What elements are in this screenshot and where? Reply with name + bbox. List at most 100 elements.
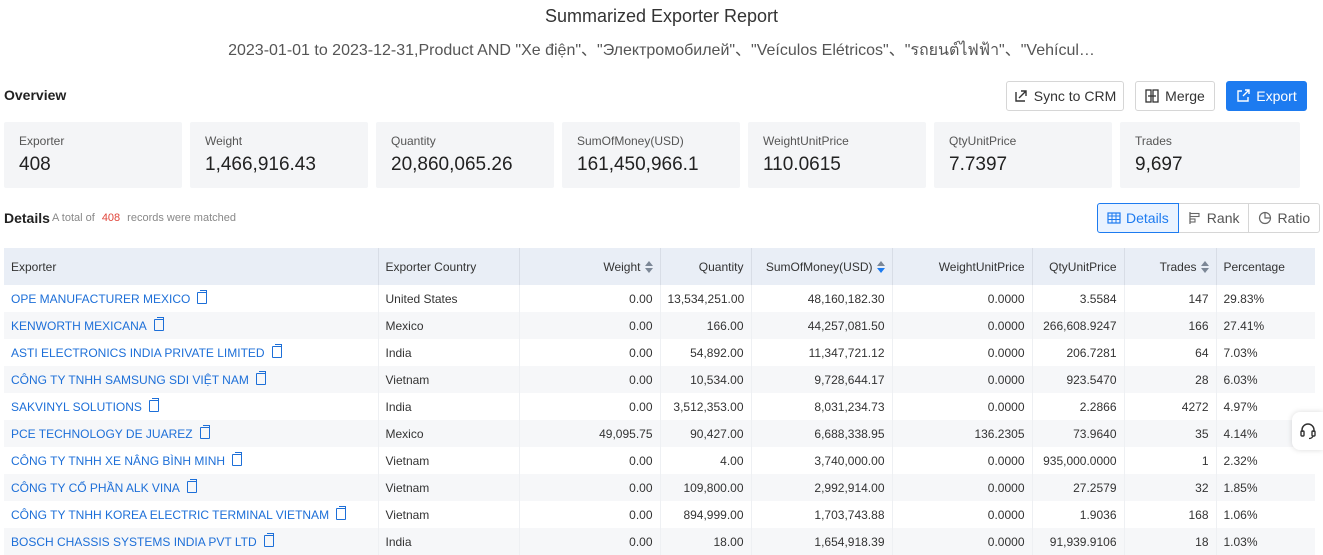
sync-to-crm-button[interactable]: Sync to CRM — [1006, 81, 1124, 111]
card-label: Weight — [205, 134, 243, 148]
cell-country: India — [378, 528, 520, 555]
table-row[interactable]: KENWORTH MEXICANA Mexico 0.00 166.00 44,257,… — [4, 312, 1315, 339]
exporter-link[interactable]: CÔNG TY TNHH KOREA ELECTRIC TERMINAL VIE… — [11, 507, 330, 522]
cell-qup: 206.7281 — [1032, 339, 1125, 366]
export-label: Export — [1256, 88, 1297, 104]
cell-qup: 923.5470 — [1032, 366, 1125, 393]
sort-icon[interactable] — [876, 261, 885, 274]
table-row[interactable]: PCE TECHNOLOGY DE JUAREZ Mexico 49,095.75 9… — [4, 420, 1315, 447]
card-value: 9,697 — [1135, 154, 1183, 175]
exporter-link[interactable]: OPE MANUFACTURER MEXICO — [11, 291, 191, 306]
table-row[interactable]: ASTI ELECTRONICS INDIA PRIVATE LIMITED In… — [4, 339, 1315, 366]
cell-country: Vietnam — [378, 501, 520, 528]
cell-quantity: 10,534.00 — [660, 366, 752, 393]
exporter-link[interactable]: CÔNG TY TNHH SAMSUNG SDI VIỆT NAM — [11, 372, 249, 387]
cell-wup: 0.0000 — [892, 393, 1033, 420]
cell-percentage: 1.03% — [1216, 528, 1315, 555]
copy-icon[interactable] — [186, 478, 197, 493]
merge-button[interactable]: Merge — [1135, 81, 1215, 111]
table-row[interactable]: CÔNG TY TNHH SAMSUNG SDI VIỆT NAM Vietnam… — [4, 366, 1315, 393]
cell-money: 11,347,721.12 — [751, 339, 893, 366]
cell-weight: 0.00 — [519, 447, 661, 474]
card-weight-unit-price: WeightUnitPrice 110.0615 — [748, 122, 926, 188]
cell-wup: 136.2305 — [892, 420, 1033, 447]
copy-icon[interactable] — [232, 451, 243, 466]
sort-icon[interactable] — [644, 261, 653, 274]
details-heading: Details — [4, 210, 50, 226]
cell-money: 48,160,182.30 — [751, 285, 893, 312]
cell-wup: 0.0000 — [892, 366, 1033, 393]
export-button[interactable]: Export — [1226, 81, 1307, 111]
copy-icon[interactable] — [148, 397, 159, 412]
card-sum-of-money: SumOfMoney(USD) 161,450,966.1 — [562, 122, 740, 188]
exporter-link[interactable]: KENWORTH MEXICANA — [11, 318, 147, 333]
exporter-link[interactable]: PCE TECHNOLOGY DE JUAREZ — [11, 426, 193, 441]
cell-qup: 91,939.9106 — [1032, 528, 1125, 555]
view-rank-label: Rank — [1206, 210, 1240, 226]
cell-trades: 4272 — [1124, 393, 1217, 420]
cell-money: 3,740,000.00 — [751, 447, 893, 474]
cell-exporter: OPE MANUFACTURER MEXICO — [4, 285, 379, 312]
view-ratio-tab[interactable]: Ratio — [1248, 203, 1321, 233]
cell-exporter: ASTI ELECTRONICS INDIA PRIVATE LIMITED — [4, 339, 379, 366]
table-row[interactable]: CÔNG TY CỔ PHẦN ALK VINA Vietnam 0.00 109,8… — [4, 474, 1315, 501]
cell-weight: 0.00 — [519, 474, 661, 501]
copy-icon[interactable] — [197, 289, 208, 304]
col-header-weight[interactable]: Weight — [519, 248, 661, 285]
col-header-quantity: Quantity — [660, 248, 752, 285]
cell-wup: 0.0000 — [892, 474, 1033, 501]
cell-weight: 49,095.75 — [519, 420, 661, 447]
cell-trades: 35 — [1124, 420, 1217, 447]
cell-percentage: 6.03% — [1216, 366, 1315, 393]
exporter-link[interactable]: BOSCH CHASSIS SYSTEMS INDIA PVT LTD — [11, 534, 257, 549]
cell-exporter: SAKVINYL SOLUTIONS — [4, 393, 379, 420]
card-value: 110.0615 — [763, 154, 841, 175]
cell-money: 1,703,743.88 — [751, 501, 893, 528]
table-row[interactable]: CÔNG TY TNHH XE NÂNG BÌNH MINH Vietnam 0.0… — [4, 447, 1315, 474]
card-trades: Trades 9,697 — [1120, 122, 1300, 188]
col-header-money[interactable]: SumOfMoney(USD) — [751, 248, 893, 285]
customer-service-button[interactable] — [1292, 412, 1323, 450]
cell-trades: 28 — [1124, 366, 1217, 393]
table-row[interactable]: CÔNG TY TNHH KOREA ELECTRIC TERMINAL VIE… — [4, 501, 1315, 528]
merge-label: Merge — [1165, 88, 1205, 104]
table-row[interactable]: BOSCH CHASSIS SYSTEMS INDIA PVT LTD India… — [4, 528, 1315, 555]
exporter-table: Exporter Exporter Country Weight Quantit… — [4, 248, 1315, 555]
card-value: 7.7397 — [949, 154, 1008, 175]
card-label: Quantity — [391, 134, 436, 148]
exporter-link[interactable]: CÔNG TY CỔ PHẦN ALK VINA — [11, 480, 180, 495]
pie-icon — [1259, 211, 1272, 225]
view-details-tab[interactable]: Details — [1097, 203, 1179, 233]
table-row[interactable]: OPE MANUFACTURER MEXICO United States 0.00… — [4, 285, 1315, 312]
col-header-exporter: Exporter — [4, 248, 379, 285]
exporter-link[interactable]: CÔNG TY TNHH XE NÂNG BÌNH MINH — [11, 453, 226, 468]
cell-qup: 1.9036 — [1032, 501, 1125, 528]
sort-icon[interactable] — [1200, 261, 1209, 274]
cell-trades: 64 — [1124, 339, 1217, 366]
card-value: 161,450,966.1 — [577, 154, 699, 175]
copy-icon[interactable] — [263, 532, 274, 547]
cell-percentage: 7.03% — [1223, 345, 1258, 360]
view-ratio-label: Ratio — [1277, 210, 1311, 226]
col-header-qty-unit-price: QtyUnitPrice — [1032, 248, 1125, 285]
view-rank-tab[interactable]: Rank — [1177, 203, 1250, 233]
view-details-label: Details — [1126, 210, 1169, 226]
copy-icon[interactable] — [153, 316, 164, 331]
exporter-link[interactable]: SAKVINYL SOLUTIONS — [11, 399, 142, 414]
cell-country: Vietnam — [378, 474, 520, 501]
col-header-trades[interactable]: Trades — [1124, 248, 1217, 285]
cell-country: Vietnam — [378, 447, 520, 474]
cell-money: 44,257,081.50 — [751, 312, 893, 339]
cell-percentage: 27.41% — [1216, 312, 1315, 339]
copy-icon[interactable] — [271, 343, 282, 358]
copy-icon[interactable] — [255, 370, 266, 385]
copy-icon[interactable] — [199, 424, 210, 439]
cell-quantity: 109,800.00 — [660, 474, 752, 501]
cell-trades: 1 — [1124, 447, 1217, 474]
card-label: WeightUnitPrice — [763, 134, 849, 148]
copy-icon[interactable] — [336, 505, 347, 520]
cell-quantity: 90,427.00 — [660, 420, 752, 447]
report-title: Summarized Exporter Report — [544, 6, 779, 26]
exporter-link[interactable]: ASTI ELECTRONICS INDIA PRIVATE LIMITED — [11, 345, 265, 360]
table-row[interactable]: SAKVINYL SOLUTIONS India 0.00 3,512,353.00 8… — [4, 393, 1315, 420]
